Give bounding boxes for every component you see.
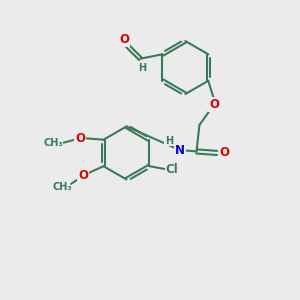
- Text: Cl: Cl: [166, 163, 178, 176]
- Text: CH₃: CH₃: [44, 138, 63, 148]
- Text: CH₃: CH₃: [52, 182, 72, 192]
- Text: O: O: [220, 146, 230, 159]
- Text: O: O: [119, 33, 129, 46]
- Text: H: H: [138, 63, 146, 73]
- Text: O: O: [209, 98, 219, 111]
- Text: O: O: [78, 169, 88, 182]
- Text: N: N: [175, 143, 185, 157]
- Text: O: O: [75, 132, 85, 145]
- Text: H: H: [165, 136, 173, 146]
